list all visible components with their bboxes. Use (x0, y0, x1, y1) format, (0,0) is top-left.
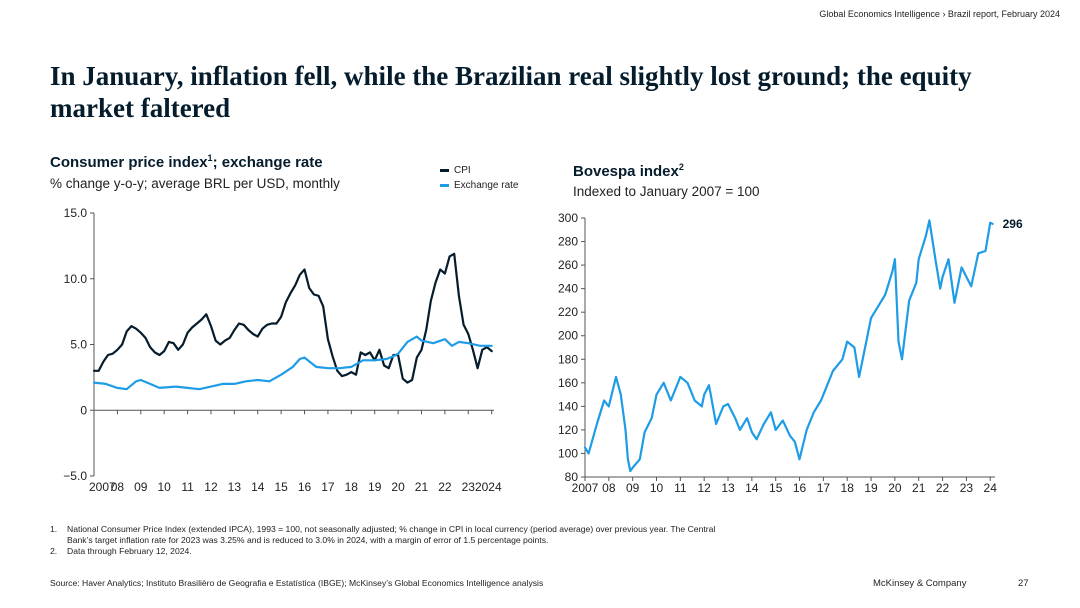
cpi-chart-x-tick-label: 18 (345, 480, 359, 494)
bovespa-chart-y-tick-label: 160 (558, 376, 578, 390)
cpi-chart-x-tick-label: 22 (438, 480, 452, 494)
cpi-chart-x-tick-label: 14 (251, 480, 265, 494)
legend-item-cpi: CPI (440, 165, 471, 176)
bovespa-chart-x-tick-label: 17 (817, 481, 831, 495)
bovespa-chart-y-tick-label: 280 (558, 235, 578, 249)
chart1-subtitle: % change y-o-y; average BRL per USD, mon… (50, 176, 340, 191)
bovespa-chart-x-tick-label: 13 (721, 481, 735, 495)
cpi-chart-series-cpi (92, 252, 493, 384)
cpi-chart-y-tick-label: −5.0 (63, 469, 87, 483)
cpi-chart-x-tick-label: 08 (111, 480, 125, 494)
cpi-chart-x-tick-label: 13 (228, 480, 242, 494)
bovespa-chart-y-tick-label: 180 (558, 352, 578, 366)
cpi-chart-x-tick-label: 09 (134, 480, 148, 494)
page-number: 27 (1018, 578, 1029, 589)
bovespa-chart-y-tick-label: 260 (558, 258, 578, 272)
bovespa-chart-x-tick-label: 21 (912, 481, 926, 495)
cpi-chart-x-tick-label: 23 (462, 480, 476, 494)
cpi-chart-x-tick-label: 16 (298, 480, 312, 494)
footnote-1-text: National Consumer Price Index (extended … (67, 524, 716, 545)
cpi-chart-x-tick-label: 2007 (89, 480, 116, 494)
bovespa-chart-x-tick-label: 15 (769, 481, 783, 495)
bovespa-chart-x-tick-label: 19 (864, 481, 878, 495)
bovespa-chart-y-tick-label: 200 (558, 329, 578, 343)
bovespa-chart-y-tick-label: 300 (558, 211, 578, 225)
bovespa-chart-x-tick-label: 23 (960, 481, 974, 495)
cpi-chart-x-tick-label: 11 (181, 480, 194, 494)
chart1-title-text: Consumer price index (50, 154, 208, 171)
page-title: In January, inflation fell, while the Br… (50, 61, 972, 123)
bovespa-chart-x-tick-label: 18 (841, 481, 855, 495)
bovespa-chart-y-tick-label: 100 (558, 446, 578, 460)
footnote-1: 1. National Consumer Price Index (extende… (50, 524, 730, 546)
cpi-chart-x-tick-label: 15 (274, 480, 288, 494)
breadcrumb: Global Economics Intelligence › Brazil r… (819, 9, 1060, 19)
bovespa-chart-x-tick-label: 10 (650, 481, 664, 495)
legend-label-exchange-rate: Exchange rate (454, 180, 519, 191)
bovespa-chart-x-tick-label: 08 (602, 481, 616, 495)
chart2-title-text: Bovespa index (573, 163, 679, 180)
cpi-chart-y-tick-label: 0 (80, 403, 87, 417)
cpi-chart-x-tick-label: 21 (415, 480, 429, 494)
bovespa-chart-x-tick-label: 14 (745, 481, 759, 495)
legend-label-cpi: CPI (454, 165, 471, 176)
bovespa-chart-y-tick-label: 120 (558, 423, 578, 437)
cpi-chart-x-tick-label: 17 (321, 480, 335, 494)
cpi-chart-x-tick-label: 2024 (475, 480, 502, 494)
bovespa-chart-x-tick-label: 24 (984, 481, 998, 495)
chart2-title: Bovespa index2 (573, 162, 684, 180)
chart2-title-sup: 2 (678, 162, 684, 172)
cpi-chart-x-tick-label: 19 (368, 480, 382, 494)
bovespa-chart-x-tick-label: 22 (936, 481, 950, 495)
legend-swatch-exchange-rate (440, 184, 449, 187)
chart1-title: Consumer price index1; exchange rate (50, 153, 323, 171)
legend-swatch-cpi (440, 169, 449, 172)
bovespa-chart-x-tick-label: 12 (698, 481, 712, 495)
bovespa-chart-x-tick-label: 20 (888, 481, 902, 495)
bovespa-chart-end-value-label: 296 (1003, 217, 1023, 231)
bovespa-chart-x-tick-label: 11 (674, 481, 687, 495)
cpi-chart-x-tick-label: 20 (391, 480, 405, 494)
cpi-chart-x-tick-label: 12 (204, 480, 218, 494)
bovespa-chart-y-tick-label: 140 (558, 399, 578, 413)
footnote-2: 2. Data through February 12, 2024. (50, 546, 730, 557)
bovespa-chart-y-tick-label: 240 (558, 282, 578, 296)
bovespa-chart-y-tick-label: 220 (558, 305, 578, 319)
bovespa-chart-x-tick-label: 16 (793, 481, 807, 495)
cpi-chart-series-exchange-rate (92, 335, 493, 391)
legend-item-exchange-rate: Exchange rate (440, 180, 519, 191)
bovespa-chart-series-bovespa (583, 219, 994, 473)
footnote-1-number: 1. (50, 524, 58, 534)
bovespa-chart-y-tick-label: 80 (565, 470, 579, 484)
chart1-title-sup: 1 (207, 153, 213, 163)
bovespa-chart-x-tick-label: 2007 (572, 481, 599, 495)
cpi-chart-x-tick-label: 10 (157, 480, 171, 494)
footnotes: 1. National Consumer Price Index (extende… (50, 524, 730, 557)
bovespa-chart-x-tick-label: 09 (626, 481, 640, 495)
chart1-title-suffix: ; exchange rate (212, 154, 323, 171)
footnote-2-number: 2. (50, 546, 58, 556)
footnote-2-text: Data through February 12, 2024. (67, 546, 192, 556)
chart2-subtitle: Indexed to January 2007 = 100 (573, 184, 760, 199)
brand-name: McKinsey & Company (873, 578, 967, 589)
cpi-chart-y-tick-label: 10.0 (64, 272, 88, 286)
source-note: Source: Haver Analytics; Instituto Brasi… (50, 578, 544, 588)
cpi-chart-y-tick-label: 5.0 (70, 338, 87, 352)
cpi-chart-y-tick-label: 15.0 (64, 206, 88, 220)
